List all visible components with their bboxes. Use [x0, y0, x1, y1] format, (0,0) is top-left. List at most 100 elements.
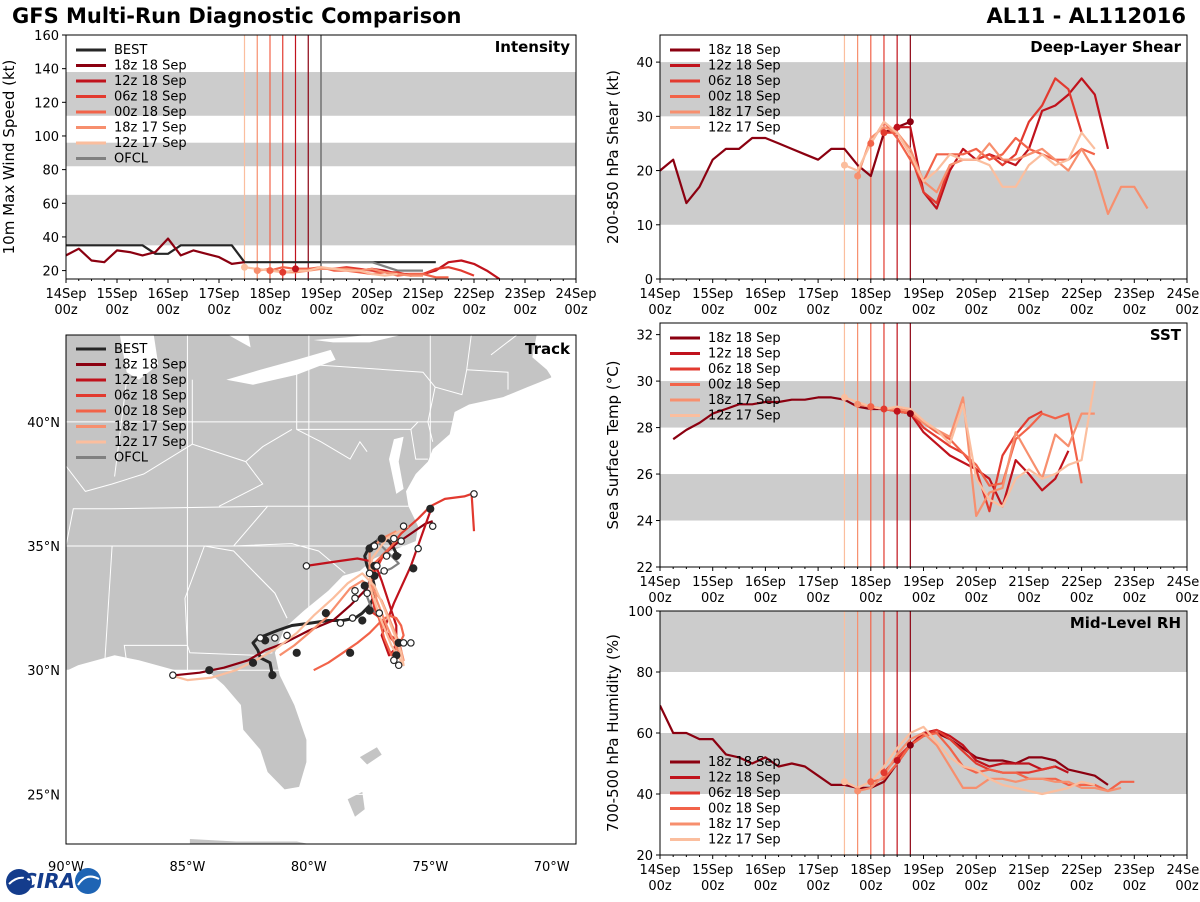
legend-label: 12z 18 Sep — [708, 347, 781, 362]
x-tick-hour: 00z — [912, 879, 936, 894]
init-marker — [292, 265, 299, 273]
y-tick-label: 120 — [34, 96, 59, 111]
legend-label: 18z 17 Sep — [114, 420, 187, 435]
x-tick-label: 20Sep — [956, 287, 997, 302]
legend-label: 12z 17 Sep — [708, 833, 781, 848]
legend-label: 00z 18 Sep — [708, 802, 781, 817]
init-marker — [840, 393, 848, 401]
x-tick-hour: 00z — [1017, 303, 1041, 318]
x-tick-hour: 00z — [648, 303, 672, 318]
init-marker — [893, 756, 901, 764]
legend-label: 00z 18 Sep — [708, 90, 781, 105]
y-tick-label: 100 — [34, 130, 59, 145]
lon-tick-label: 70°W — [534, 860, 570, 875]
x-tick-hour: 00z — [105, 303, 129, 318]
x-tick-hour: 00z — [1175, 303, 1199, 318]
x-tick-hour: 00z — [1175, 879, 1199, 894]
track-marker-open — [363, 589, 371, 598]
x-tick-label: 19Sep — [903, 863, 944, 878]
x-tick-label: 23Sep — [504, 287, 545, 302]
x-tick-hour: 00z — [754, 879, 778, 894]
series-line — [660, 705, 1109, 790]
y-axis-label: 200-850 hPa Shear (kt) — [604, 70, 622, 244]
x-tick-label: 24Sep — [1166, 575, 1200, 590]
chart-title: Mid-Level RH — [1070, 614, 1181, 632]
series-line — [856, 126, 1149, 215]
x-tick-label: 18Sep — [850, 287, 891, 302]
x-tick-label: 17Sep — [198, 287, 239, 302]
y-tick-label: 20 — [636, 165, 653, 180]
track-marker-open — [399, 522, 408, 530]
lat-tick-label: 25°N — [27, 788, 60, 803]
x-tick-label: 19Sep — [903, 575, 944, 590]
x-tick-hour: 00z — [912, 591, 936, 606]
x-tick-hour: 00z — [1123, 879, 1147, 894]
state-border — [296, 428, 368, 460]
track-marker-filled — [321, 608, 330, 618]
chart-rh: 2040608010014Sep00z15Sep00z16Sep00z17Sep… — [604, 605, 1200, 894]
x-tick-hour: 00z — [912, 303, 936, 318]
legend-label: OFCL — [114, 451, 149, 466]
x-tick-hour: 00z — [701, 303, 725, 318]
y-tick-label: 24 — [636, 515, 653, 530]
track-marker-open — [390, 656, 398, 665]
track-marker-open — [375, 609, 384, 617]
track-marker-filled — [377, 534, 386, 543]
legend-label: 00z 18 Sep — [114, 404, 187, 419]
init-marker — [906, 410, 914, 418]
track-marker-open — [428, 522, 437, 530]
x-tick-label: 20Sep — [351, 287, 392, 302]
x-tick-hour: 00z — [754, 303, 778, 318]
track-marker-open — [348, 614, 357, 622]
chart-track: 90°W 85°W 80°W 75°W 70°W 25°N 30°N 35°N 40°N Trac… — [27, 334, 577, 875]
lon-tick-label: 85°W — [169, 860, 205, 875]
init-marker — [893, 407, 901, 415]
x-tick-label: 21Sep — [1008, 863, 1049, 878]
shaded-band — [660, 474, 1187, 521]
x-tick-label: 15Sep — [96, 287, 137, 302]
x-tick-hour: 00z — [1123, 303, 1147, 318]
series-group — [660, 705, 1135, 796]
track-marker-filled — [392, 551, 401, 561]
series-group — [66, 237, 501, 279]
state-border — [296, 372, 419, 430]
x-tick-label: 20Sep — [956, 575, 997, 590]
x-tick-hour: 00z — [701, 879, 725, 894]
legend-label: 00z 18 Sep — [114, 105, 187, 120]
x-tick-label: 16Sep — [147, 287, 188, 302]
init-marker — [840, 161, 848, 169]
track-marker-open — [407, 639, 415, 647]
y-tick-label: 80 — [636, 666, 653, 681]
legend-label: BEST — [114, 342, 147, 357]
x-tick-label: 17Sep — [798, 287, 839, 302]
track-marker-filled — [360, 581, 369, 590]
track-marker-open — [169, 671, 177, 679]
x-tick-hour: 00z — [1123, 591, 1147, 606]
x-tick-hour: 00z — [859, 879, 883, 894]
track-marker-filled — [346, 648, 355, 657]
y-axis-label: 10m Max Wind Speed (kt) — [0, 60, 18, 255]
series-line — [66, 244, 436, 264]
page-title: GFS Multi-Run Diagnostic Comparison — [12, 4, 462, 28]
x-tick-label: 21Sep — [1008, 575, 1049, 590]
init-marker — [893, 123, 901, 131]
track-marker-open — [470, 490, 478, 498]
init-marker — [867, 778, 875, 786]
x-tick-label: 16Sep — [745, 863, 786, 878]
track-marker-filled — [292, 648, 301, 657]
chart-shear: 01020304014Sep00z15Sep00z16Sep00z17Sep00… — [604, 34, 1200, 318]
series-line — [896, 728, 1069, 774]
track-marker-open — [414, 544, 422, 553]
lon-tick-label: 90°W — [48, 860, 84, 875]
legend-label: 00z 18 Sep — [708, 378, 781, 393]
legend-label: 12z 18 Sep — [708, 771, 781, 786]
y-tick-label: 26 — [636, 468, 653, 483]
x-tick-label: 22Sep — [1061, 575, 1102, 590]
chesapeake-bay — [389, 436, 404, 494]
init-marker — [880, 129, 888, 137]
y-tick-label: 140 — [34, 63, 59, 78]
legend-label: 12z 18 Sep — [708, 59, 781, 74]
x-tick-label: 24Sep — [555, 287, 596, 302]
legend-label: 06z 18 Sep — [708, 786, 781, 801]
lake-ontario — [313, 335, 402, 343]
